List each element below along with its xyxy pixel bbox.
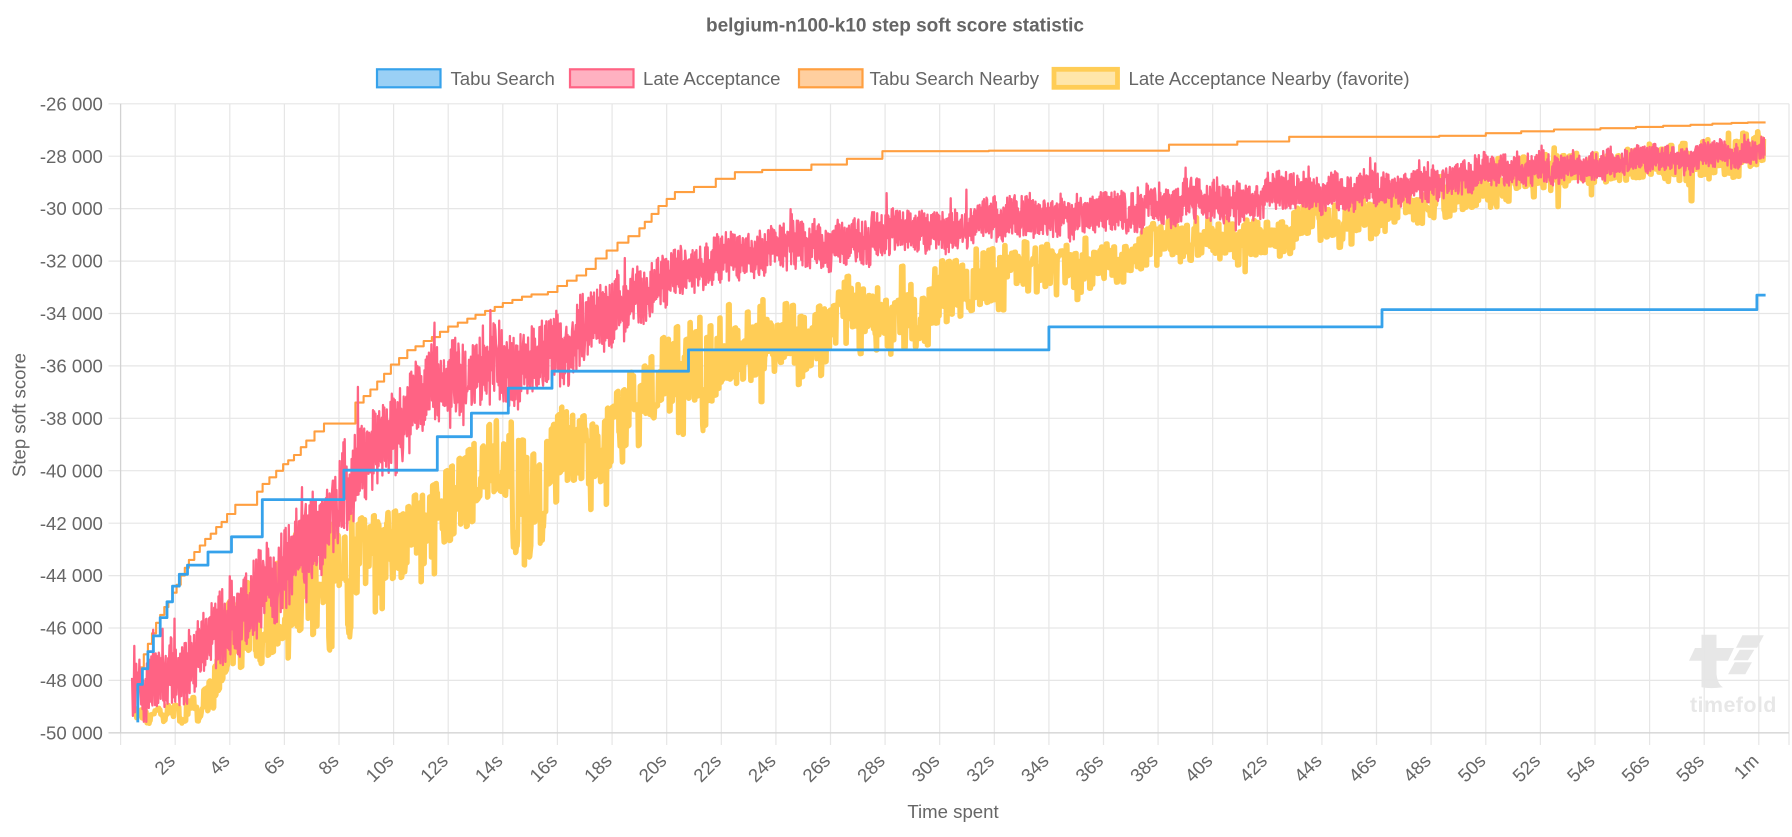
svg-text:-48 000: -48 000 <box>40 670 103 691</box>
svg-text:-26 000: -26 000 <box>40 93 103 114</box>
svg-text:Late Acceptance: Late Acceptance <box>643 68 781 89</box>
svg-text:-42 000: -42 000 <box>40 513 103 534</box>
svg-text:timefold: timefold <box>1690 693 1777 717</box>
svg-text:-34 000: -34 000 <box>40 303 103 324</box>
svg-text:-32 000: -32 000 <box>40 251 103 272</box>
svg-text:-38 000: -38 000 <box>40 408 103 429</box>
svg-text:Tabu Search Nearby: Tabu Search Nearby <box>870 68 1040 89</box>
svg-text:-46 000: -46 000 <box>40 618 103 639</box>
svg-text:Time spent: Time spent <box>907 801 999 822</box>
svg-text:-50 000: -50 000 <box>40 722 103 743</box>
svg-text:-36 000: -36 000 <box>40 356 103 377</box>
svg-text:-30 000: -30 000 <box>40 198 103 219</box>
svg-text:-44 000: -44 000 <box>40 565 103 586</box>
svg-text:-28 000: -28 000 <box>40 146 103 167</box>
svg-text:-40 000: -40 000 <box>40 460 103 481</box>
svg-text:Late Acceptance Nearby (favori: Late Acceptance Nearby (favorite) <box>1129 68 1410 89</box>
svg-text:belgium-n100-k10 step soft sco: belgium-n100-k10 step soft score statist… <box>706 16 1084 37</box>
svg-text:Step soft score: Step soft score <box>9 353 30 477</box>
svg-text:Tabu Search: Tabu Search <box>451 68 555 89</box>
